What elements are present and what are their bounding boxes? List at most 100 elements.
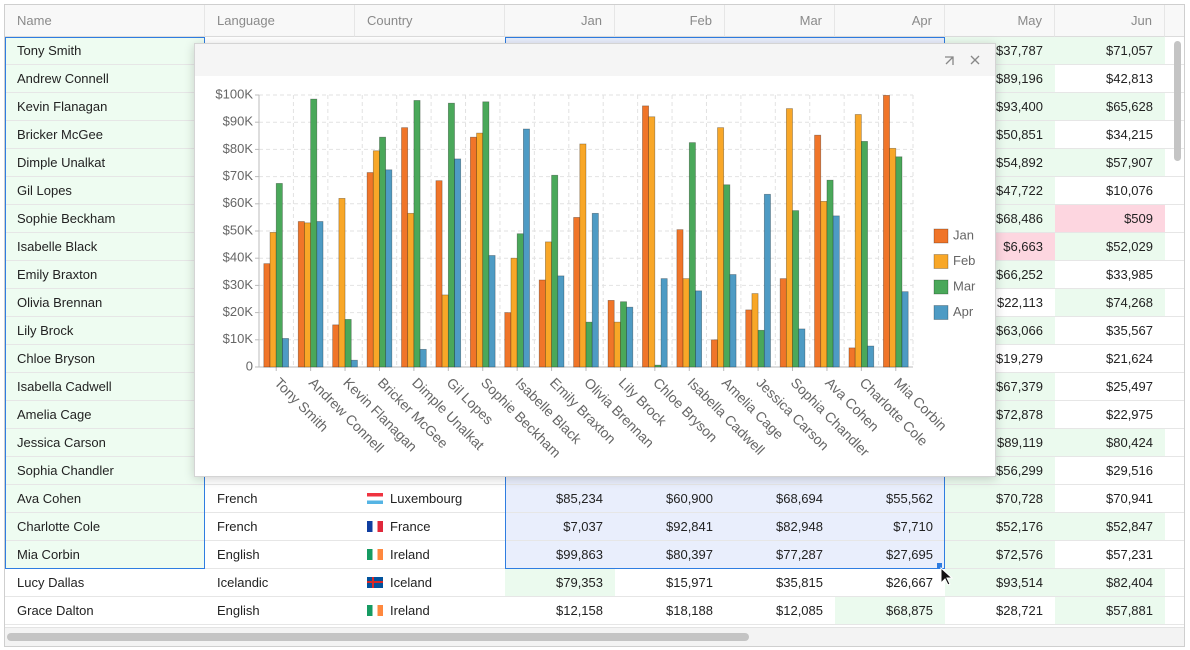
cell-text: French xyxy=(217,519,258,534)
expand-button[interactable] xyxy=(945,56,954,65)
grid-cell: $35,815 xyxy=(725,569,835,597)
cell-text: $12,085 xyxy=(776,603,823,618)
grid-cell: $19,279 xyxy=(945,345,1055,373)
cell-text: Jun xyxy=(1131,13,1152,28)
range-selection xyxy=(5,37,205,569)
cell-text: $99,863 xyxy=(556,547,603,562)
grid-cell: $33,985 xyxy=(1055,261,1165,289)
cell-text: $7,037 xyxy=(563,519,603,534)
cell-text: $92,841 xyxy=(666,519,713,534)
grid-cell xyxy=(1165,485,1184,513)
bar xyxy=(269,232,277,368)
popup-header xyxy=(195,44,995,76)
cell-text: $52,176 xyxy=(996,519,1043,534)
cell-text: $70,728 xyxy=(996,491,1043,506)
bar xyxy=(447,102,455,368)
close-button[interactable] xyxy=(970,55,980,65)
grid-cell: $29,516 xyxy=(1055,457,1165,485)
grid-cell: Olivia Brennan xyxy=(5,289,205,317)
grid-cell: France xyxy=(355,513,505,541)
grid-cell: French xyxy=(205,513,355,541)
cell-text: France xyxy=(390,519,431,534)
bar xyxy=(654,364,662,368)
bar xyxy=(545,241,552,368)
cell-text: Mia Corbin xyxy=(17,547,80,562)
grid-cell: Isabelle Black xyxy=(5,233,205,261)
cell-text: Kevin Flanagan xyxy=(17,99,108,114)
grid-cell: $68,694 xyxy=(725,485,835,513)
column-header: Jun xyxy=(1055,5,1165,37)
grid-cell: $85,234 xyxy=(505,485,615,513)
bar xyxy=(579,143,587,368)
grid-cell xyxy=(1165,289,1184,317)
bar xyxy=(785,108,793,368)
cell-text: Ireland xyxy=(390,603,430,618)
legend-label: Feb xyxy=(953,253,975,268)
bar xyxy=(745,309,753,368)
grid-cell: English xyxy=(205,597,355,625)
column-header: Language xyxy=(205,5,355,37)
cell-text: Chloe Bryson xyxy=(17,351,96,366)
bar xyxy=(660,278,668,368)
cell-text: Sophia Chandler xyxy=(17,463,114,478)
bar xyxy=(401,127,409,368)
cell-text: $6,663 xyxy=(1003,239,1043,254)
cell-text: $82,404 xyxy=(1106,575,1153,590)
grid-cell xyxy=(1165,317,1184,345)
grid-cell: Charlotte Cole xyxy=(5,513,205,541)
cell-text: $57,907 xyxy=(1106,155,1153,170)
cell-text: $72,576 xyxy=(996,547,1043,562)
cell-text: Amelia Cage xyxy=(17,407,92,422)
y-tick-label: $60K xyxy=(223,195,254,210)
bar xyxy=(538,279,546,368)
grid-cell: Ava Cohen xyxy=(5,485,205,513)
bar xyxy=(861,141,868,368)
bar xyxy=(717,127,725,368)
cell-text: $22,113 xyxy=(996,295,1043,310)
grid-cell: Amelia Cage xyxy=(5,401,205,429)
bar xyxy=(710,339,718,368)
cell-text: $29,516 xyxy=(1106,463,1153,478)
cell-text: $26,667 xyxy=(886,575,933,590)
column-header: Jan xyxy=(505,5,615,37)
grid-cell: $28,721 xyxy=(945,597,1055,625)
cell-text: $68,486 xyxy=(996,211,1043,226)
grid-cell: Icelandic xyxy=(205,569,355,597)
cursor xyxy=(937,563,954,586)
bar xyxy=(441,294,449,368)
bar xyxy=(504,312,512,368)
cell-text: $35,567 xyxy=(1106,323,1153,338)
grid-cell: $25,497 xyxy=(1055,373,1165,401)
grid-cell: Sophia Chandler xyxy=(5,457,205,485)
flag-icon xyxy=(367,577,383,588)
cell-text: $25,497 xyxy=(1106,379,1153,394)
bar xyxy=(385,169,393,368)
cell-text: Dimple Unalkat xyxy=(17,155,106,170)
grid-cell: $22,113 xyxy=(945,289,1055,317)
bar xyxy=(901,291,909,368)
grid-cell: Iceland xyxy=(355,569,505,597)
cell-text: $89,119 xyxy=(996,435,1043,450)
grid-cell: Ireland xyxy=(355,541,505,569)
grid-cell xyxy=(1165,233,1184,261)
bar xyxy=(413,100,421,368)
grid-cell xyxy=(1165,261,1184,289)
grid-cell: $68,875 xyxy=(835,597,945,625)
bar xyxy=(676,229,684,368)
cell-text: Apr xyxy=(911,13,932,28)
cell-text: $28,721 xyxy=(996,603,1043,618)
cell-text: English xyxy=(217,603,260,618)
cell-text: Ava Cohen xyxy=(17,491,82,506)
grid-cell: $55,562 xyxy=(835,485,945,513)
column-header: Country xyxy=(355,5,505,37)
cell-text: $50,851 xyxy=(996,127,1043,142)
grid-cell: Luxembourg xyxy=(355,485,505,513)
bar xyxy=(263,263,271,368)
scrollbar-v-thumb xyxy=(1174,41,1181,161)
legend-swatch xyxy=(933,305,949,320)
cell-text: $82,948 xyxy=(776,519,823,534)
y-tick-label: $10K xyxy=(223,331,254,346)
cell-text: $72,878 xyxy=(996,407,1043,422)
cell-text: $22,975 xyxy=(1106,407,1153,422)
cell-text: Language xyxy=(217,13,275,28)
